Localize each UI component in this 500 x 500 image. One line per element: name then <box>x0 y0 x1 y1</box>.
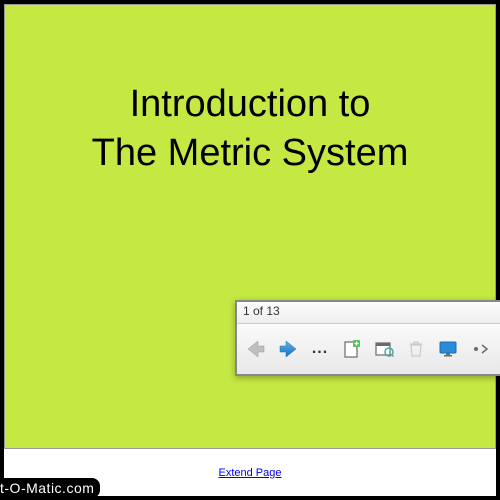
next-page-button[interactable] <box>273 334 303 364</box>
fullscreen-button[interactable] <box>433 334 463 364</box>
new-page-button[interactable] <box>337 334 367 364</box>
more-options-button[interactable]: ... <box>305 334 335 364</box>
browse-button[interactable] <box>369 334 399 364</box>
ellipsis-icon: ... <box>312 340 328 358</box>
browse-icon <box>374 339 394 359</box>
slide-title: Introduction to The Metric System <box>5 80 495 179</box>
overflow-button[interactable] <box>465 334 495 364</box>
delete-button[interactable] <box>401 334 431 364</box>
chevron-icon <box>470 339 490 359</box>
prev-page-button[interactable] <box>241 334 271 364</box>
arrow-back-icon <box>244 337 268 361</box>
document-plus-icon <box>342 339 362 359</box>
toolbar-buttons: ... <box>237 324 500 374</box>
watermark: t-O-Matic.com <box>0 478 100 498</box>
trash-icon <box>406 339 426 359</box>
extend-page-link[interactable]: Extend Page <box>219 467 282 479</box>
arrow-forward-icon <box>276 337 300 361</box>
page-indicator: 1 of 13 <box>237 302 500 324</box>
display-icon <box>438 339 458 359</box>
navigation-toolbar: 1 of 13 ... <box>235 300 500 376</box>
slide-canvas: Introduction to The Metric System 1 of 1… <box>4 4 496 449</box>
